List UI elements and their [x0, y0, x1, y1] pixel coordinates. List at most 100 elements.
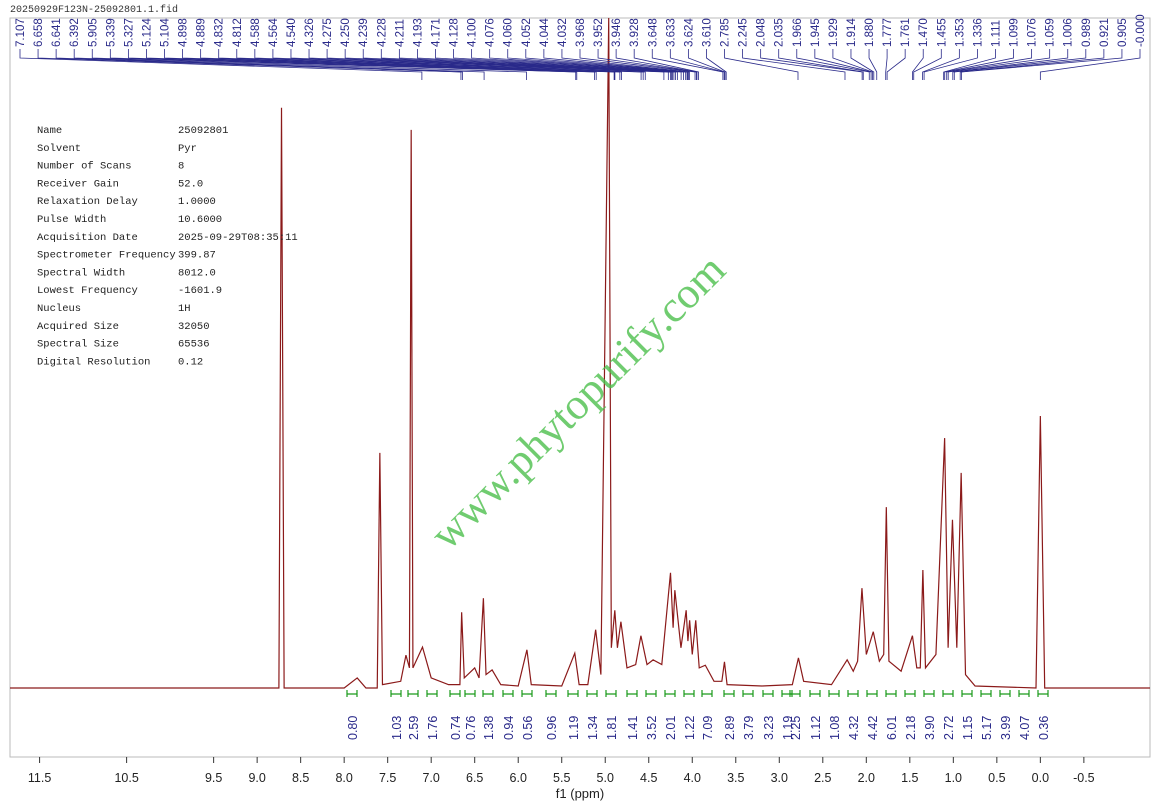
- peak-label: 4.211: [394, 19, 406, 47]
- peak-leader: [850, 49, 875, 80]
- x-tick-label: 11.5: [28, 771, 51, 785]
- integral-label: 4.32: [847, 716, 861, 740]
- integral-bracket: [521, 690, 533, 697]
- integral-bracket: [545, 690, 557, 697]
- peak-leader: [687, 49, 726, 80]
- peak-leader: [706, 49, 727, 80]
- peak-leader: [525, 49, 689, 80]
- peak-leader: [344, 49, 671, 80]
- parameter-value: 52.0: [178, 178, 203, 190]
- parameter-value: 8012.0: [178, 267, 216, 279]
- peak-label: 4.250: [340, 18, 352, 47]
- integral-bracket: [605, 690, 617, 697]
- x-tick-label: 3.0: [771, 771, 788, 785]
- peak-leader: [832, 49, 873, 80]
- integral-bracket: [999, 690, 1011, 697]
- parameter-name: Name: [37, 125, 62, 137]
- peak-leader: [290, 49, 646, 80]
- peak-label: 4.100: [467, 18, 479, 47]
- peak-leader: [615, 49, 698, 80]
- integral-label: 0.56: [521, 716, 535, 740]
- peak-leader: [1039, 49, 1141, 80]
- peak-label: 3.952: [593, 18, 605, 47]
- peak-label: 4.044: [539, 18, 551, 47]
- peak-leader: [91, 49, 527, 80]
- integral-label: 1.19: [781, 716, 795, 740]
- peak-leader: [946, 49, 1033, 80]
- integral-bracket: [1018, 690, 1030, 697]
- integral-label: 0.36: [1037, 716, 1051, 740]
- integral-bracket: [828, 690, 840, 697]
- parameter-name: Solvent: [37, 143, 81, 155]
- peak-leader: [943, 49, 996, 80]
- integral-bracket: [586, 690, 598, 697]
- integral-label: 1.03: [390, 716, 404, 740]
- x-tick-label: -0.5: [1073, 771, 1095, 785]
- integral-label: 1.38: [482, 716, 496, 740]
- integral-bracket: [980, 690, 992, 697]
- x-tick-label: 8.0: [335, 771, 352, 785]
- integral-bracket: [482, 690, 494, 697]
- peak-label: 4.540: [286, 18, 298, 47]
- watermark: www.phytopurify.com: [421, 245, 735, 559]
- peak-label: 4.052: [521, 18, 533, 47]
- peak-leader: [200, 49, 616, 80]
- parameter-name: Receiver Gain: [37, 178, 119, 190]
- peak-label: 1.880: [864, 18, 876, 47]
- peak-label: 6.641: [51, 18, 63, 47]
- peak-leader: [19, 49, 423, 80]
- peak-leader: [912, 49, 924, 80]
- peak-label: 1.761: [900, 18, 912, 47]
- peak-label: 5.905: [87, 18, 99, 47]
- integral-bracket: [885, 690, 897, 697]
- peak-leader: [778, 49, 864, 80]
- peak-label: 1.076: [1027, 18, 1039, 47]
- parameter-name: Acquisition Date: [37, 232, 138, 244]
- parameter-name: Number of Scans: [37, 161, 132, 173]
- peak-leader: [886, 49, 906, 80]
- peak-label: 5.124: [141, 18, 153, 47]
- peak-label: 1.006: [1063, 18, 1075, 47]
- peak-label: 4.832: [214, 18, 226, 47]
- peak-label: 5.339: [105, 18, 117, 47]
- peak-label: 4.326: [304, 18, 316, 47]
- integral-bracket: [626, 690, 638, 697]
- parameter-name: Spectrometer Frequency: [37, 250, 176, 262]
- integral-label: 1.76: [426, 716, 440, 740]
- peak-label: 4.812: [232, 18, 244, 47]
- integral-label: 2.01: [664, 716, 678, 740]
- parameter-name: Relaxation Delay: [37, 196, 138, 208]
- peak-label: 1.777: [882, 18, 894, 47]
- integral-bracket: [407, 690, 419, 697]
- peak-leader: [55, 49, 463, 80]
- integral-label: 4.42: [866, 716, 880, 740]
- peak-label: 4.239: [358, 18, 370, 47]
- peak-label: 4.171: [430, 18, 442, 47]
- integral-bracket: [904, 690, 916, 697]
- peak-label: 0.921: [1099, 18, 1111, 47]
- peak-label: 1.099: [1009, 18, 1021, 47]
- integral-bracket: [961, 690, 973, 697]
- peak-leader: [947, 49, 1051, 80]
- peak-label: 5.327: [123, 18, 135, 47]
- peak-leader: [913, 49, 942, 80]
- parameter-name: Lowest Frequency: [37, 285, 138, 297]
- peak-label: 2.048: [756, 18, 768, 47]
- x-tick-label: 1.0: [945, 771, 962, 785]
- integral-bracket: [789, 690, 801, 697]
- x-axis-label: f1 (ppm): [556, 786, 604, 801]
- x-tick-label: 10.5: [114, 771, 138, 785]
- peak-leader: [814, 49, 872, 80]
- integral-label: 2.25: [789, 716, 803, 740]
- peak-leader: [326, 49, 669, 80]
- peak-leader: [579, 49, 696, 80]
- parameter-name: Pulse Width: [37, 214, 106, 226]
- peak-label: 2.035: [774, 18, 786, 47]
- integral-bracket: [923, 690, 935, 697]
- integral-bracket: [645, 690, 657, 697]
- integral-bracket: [502, 690, 514, 697]
- peak-leader: [417, 49, 676, 80]
- peak-leader: [597, 49, 697, 80]
- x-tick-label: 0.0: [1032, 771, 1049, 785]
